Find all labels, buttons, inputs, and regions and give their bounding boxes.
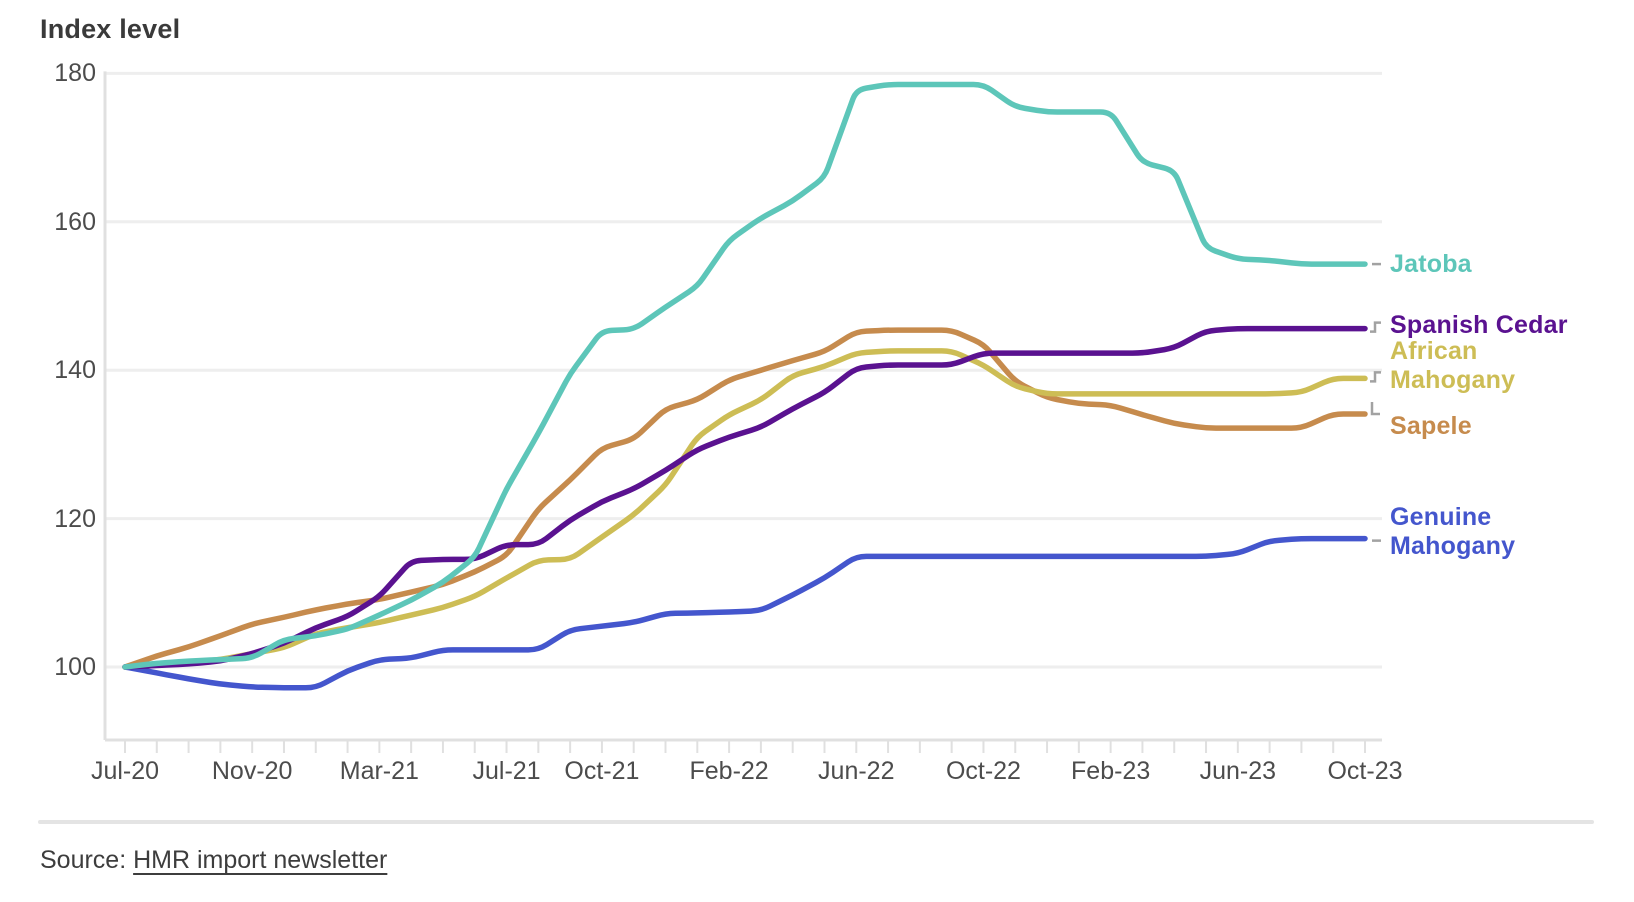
y-axis-label-100: 100 [54,653,96,681]
legend-connector-spanish-cedar [1370,321,1381,333]
x-axis-label-Jul-20: Jul-20 [90,757,160,785]
series-line-spanish-cedar [122,325,1368,670]
series-line-genuine-mahogany [122,535,1368,691]
x-axis-label-Nov-20: Nov-20 [211,757,293,785]
divider-line [38,820,1594,824]
y-axis-label-120: 120 [54,504,96,533]
x-axis-label-Jun-23: Jun-23 [1199,757,1277,785]
source-line: Source: HMR import newsletter [40,846,387,875]
y-axis-label-160: 160 [54,207,96,236]
legend-label-spanish-cedar: Spanish Cedar [1390,311,1568,339]
y-axis-label-180: 180 [54,59,96,88]
x-axis-label-Mar-21: Mar-21 [339,757,419,785]
x-axis-label-Jul-21: Jul-21 [472,757,541,785]
legend-label-sapele: Sapele [1390,412,1472,440]
x-axis-label-Oct-22: Oct-22 [945,757,1021,785]
x-axis-label-Jun-22: Jun-22 [818,757,895,785]
x-axis-label-Oct-23: Oct-23 [1327,757,1403,785]
series-line-jatoba [122,81,1368,670]
page-title: Index level [40,14,181,44]
source-link[interactable]: HMR import newsletter [133,846,388,874]
x-axis-label-Feb-23: Feb-23 [1071,757,1151,785]
series-line-african-mahogany [122,348,1368,670]
legend-connector-african-mahogany [1370,371,1381,383]
x-axis-label-Oct-21: Oct-21 [564,757,640,785]
x-axis-label-Feb-22: Feb-22 [689,757,769,785]
legend-label-genuine-mahogany: Genuine Mahogany [1390,503,1516,560]
source-prefix: Source: [40,846,134,874]
legend-connector-sapele [1370,401,1380,416]
y-axis-label-140: 140 [54,356,96,385]
legend-label-jatoba: Jatoba [1390,250,1472,278]
legend-label-african-mahogany: African Mahogany [1390,337,1516,394]
series-line-sapele [122,327,1368,670]
